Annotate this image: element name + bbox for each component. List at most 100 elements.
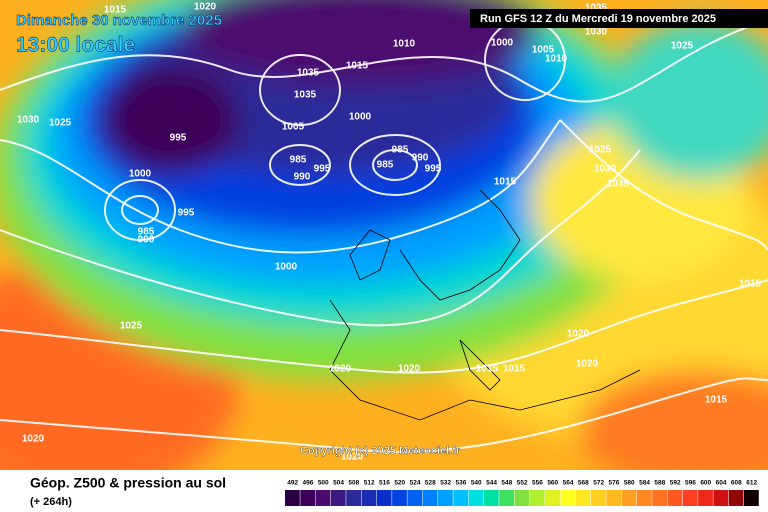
scale-swatch — [744, 490, 759, 506]
scale-label: 540 — [471, 480, 482, 487]
scale-swatch — [453, 490, 469, 506]
scale-label: 564 — [563, 480, 574, 487]
isobar-label: 1020 — [329, 364, 352, 375]
scale-swatch — [667, 490, 683, 506]
isobar-label: 1015 — [346, 61, 369, 72]
isobar-label: 985 — [138, 227, 155, 238]
scale-label: 560 — [547, 480, 558, 487]
isobar-label: 1000 — [275, 262, 298, 273]
isobar-label: 1025 — [120, 321, 143, 332]
scale-swatch — [728, 490, 744, 506]
scale-swatch — [606, 490, 622, 506]
scale-swatch — [330, 490, 346, 506]
scale-swatch — [636, 490, 652, 506]
forecast-time: 13:00 locale — [16, 34, 135, 57]
scale-label: 536 — [456, 480, 467, 487]
isobar-label: 995 — [178, 208, 195, 219]
scale-swatch — [392, 490, 407, 506]
scale-swatch — [575, 490, 591, 506]
scale-swatch — [713, 490, 729, 506]
scale-swatch — [376, 490, 392, 506]
isobar-label: 1000 — [129, 169, 152, 180]
isobar-label: 985 — [290, 155, 307, 166]
isobar-label: 1005 — [282, 122, 305, 133]
scale-swatch — [591, 490, 606, 506]
isobar-label: 995 — [170, 133, 187, 144]
isobar-label: 990 — [412, 153, 429, 164]
scale-swatch — [346, 490, 361, 506]
isobars — [0, 19, 768, 453]
isobar-label: 985 — [377, 160, 394, 171]
scale-label: 600 — [700, 480, 711, 487]
scale-label: 548 — [501, 480, 512, 487]
scale-swatch — [438, 490, 453, 506]
isobar-label: 1030 — [594, 164, 617, 175]
scale-swatch — [682, 490, 698, 506]
scale-label: 528 — [425, 480, 436, 487]
isobar-label: 1025 — [671, 41, 694, 52]
scale-label: 576 — [609, 480, 620, 487]
scale-label: 592 — [670, 480, 681, 487]
scale-label: 492 — [287, 480, 298, 487]
scale-swatch — [483, 490, 499, 506]
scale-swatch — [652, 490, 667, 506]
isobar-label: 1020 — [194, 2, 217, 13]
isobar-label: 1015 — [705, 395, 728, 406]
isobar-label: 1025 — [49, 118, 72, 129]
run-info: Run GFS 12 Z du Mercredi 19 novembre 202… — [480, 13, 716, 25]
scale-swatch — [315, 490, 331, 506]
isobar-label: 1025 — [589, 145, 612, 156]
isobar-label: 1015 — [503, 364, 526, 375]
isobar-label: 1020 — [576, 359, 599, 370]
isobar-label: 1035 — [585, 3, 608, 14]
isobar-label: 1030 — [17, 115, 40, 126]
scale-swatch — [499, 490, 514, 506]
isobar-label: 1020 — [22, 434, 45, 445]
map-field — [0, 0, 768, 500]
scale-label: 504 — [333, 480, 344, 487]
isobar-label: 1015 — [476, 364, 499, 375]
scale-swatch — [407, 490, 423, 506]
isobar-label: 1005 — [532, 45, 555, 56]
isobar-label: 1020 — [341, 452, 364, 463]
run-box — [470, 9, 768, 28]
isobar-label: 1020 — [567, 329, 590, 340]
isobar-label: 985 — [392, 145, 409, 156]
color-scale: 492 496 500 504 508 512 516 520 524 528 532 536 540 5… — [285, 480, 759, 506]
scale-label: 496 — [303, 480, 314, 487]
scale-swatch — [422, 490, 438, 506]
isobar-label: 1035 — [607, 179, 630, 190]
scale-swatch — [560, 490, 576, 506]
scale-swatch — [529, 490, 545, 506]
scale-label: 580 — [624, 480, 635, 487]
isobar-label: 1015 — [494, 177, 517, 188]
scale-label: 596 — [685, 480, 696, 487]
isobar-label: 995 — [314, 164, 331, 175]
scale-label: 500 — [318, 480, 329, 487]
isobar-label: 1035 — [294, 90, 317, 101]
forecast-date: Dimanche 30 novembre 2025 — [16, 12, 222, 29]
scale-label: 516 — [379, 480, 390, 487]
scale-label: 512 — [364, 480, 375, 487]
scale-swatch — [468, 490, 484, 506]
isobar-label: 1020 — [398, 364, 421, 375]
scale-label: 520 — [394, 480, 405, 487]
scale-swatch — [300, 490, 316, 506]
isobar-label: 1000 — [349, 112, 372, 123]
scale-swatch — [545, 490, 560, 506]
isobar-label: 995 — [425, 164, 442, 175]
scale-swatch — [285, 490, 300, 506]
isobar-label: 1000 — [491, 38, 514, 49]
scale-label: 572 — [593, 480, 604, 487]
scale-label: 584 — [639, 480, 650, 487]
scale-label: 588 — [654, 480, 665, 487]
scale-swatch — [698, 490, 713, 506]
isobar-label: 1015 — [739, 279, 762, 290]
scale-label: 532 — [440, 480, 451, 487]
scale-swatch — [361, 490, 377, 506]
isobar-label: 990 — [138, 235, 155, 246]
footer-lead: (+ 264h) — [30, 496, 72, 508]
scale-label: 544 — [486, 480, 497, 487]
